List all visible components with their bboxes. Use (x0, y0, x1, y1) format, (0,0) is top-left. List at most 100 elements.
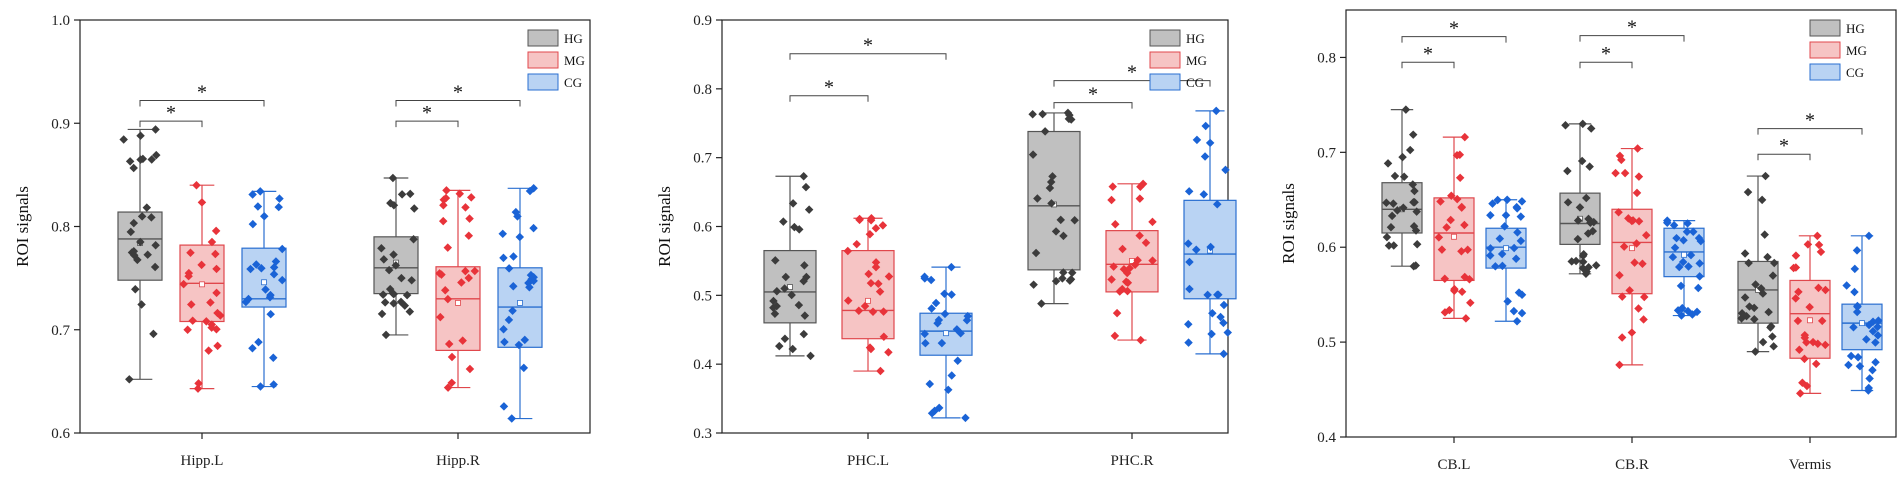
data-point (261, 285, 270, 294)
data-point (879, 307, 888, 316)
data-point (1813, 231, 1822, 241)
data-point (213, 341, 222, 351)
data-point (1615, 270, 1624, 280)
data-point (1411, 261, 1420, 270)
significance-star: * (1601, 43, 1611, 65)
data-point (1115, 287, 1125, 296)
data-point (193, 384, 203, 393)
significance-bracket: * (1401, 43, 1455, 69)
data-point (926, 275, 936, 285)
data-point (1412, 239, 1422, 249)
y-tick-label: 0.5 (1317, 335, 1336, 351)
x-tick-label: PHC.R (1111, 453, 1154, 469)
box-Vermis-HG (1737, 171, 1779, 356)
legend-swatch-MG (527, 51, 559, 69)
data-point (1211, 106, 1221, 116)
data-point (884, 272, 894, 281)
box-CB.L-CG (1485, 195, 1527, 326)
mean-marker (865, 297, 871, 304)
data-point (275, 194, 284, 203)
bracket-line (1579, 61, 1633, 69)
data-point (1844, 360, 1853, 370)
data-point (1798, 378, 1807, 387)
data-point (1461, 314, 1471, 323)
data-point (799, 172, 808, 181)
mean-marker (943, 330, 949, 337)
data-point (1768, 332, 1777, 341)
box-CB.R-CG (1663, 216, 1706, 320)
box-Hipp.L-CG (241, 187, 287, 391)
legend-swatch-CG (1149, 73, 1181, 91)
data-point (131, 285, 140, 294)
data-point (396, 297, 406, 307)
data-point (1791, 294, 1800, 303)
data-point (1817, 316, 1827, 326)
data-point (879, 332, 889, 341)
data-point (1813, 339, 1823, 348)
legend-label-HG: HG (1846, 21, 1865, 36)
data-point (465, 364, 475, 374)
mean-marker (455, 300, 461, 306)
data-point (1855, 362, 1865, 371)
y-axis-label: ROI signals (1279, 183, 1298, 264)
significance-star: * (1449, 18, 1459, 40)
data-point (1846, 351, 1856, 361)
box-CB.L-MG (1433, 132, 1475, 323)
data-point (529, 272, 538, 282)
significance-bracket: * (1757, 110, 1863, 135)
legend-label-HG: HG (564, 31, 583, 46)
x-tick-label: Vermis (1789, 457, 1832, 473)
data-point (1632, 188, 1642, 198)
data-point (151, 125, 160, 134)
y-tick-label: 0.8 (51, 220, 70, 236)
data-point (508, 306, 517, 316)
data-point (1223, 328, 1232, 337)
data-point (1382, 232, 1392, 242)
data-point (142, 203, 152, 212)
data-point (384, 265, 394, 275)
data-point (466, 193, 476, 202)
data-point (1814, 240, 1824, 250)
data-point (197, 260, 206, 270)
bracket-line (1757, 128, 1863, 135)
data-point (1744, 258, 1753, 268)
data-point (1803, 240, 1813, 249)
iqr-box (435, 266, 481, 351)
data-point (504, 264, 514, 273)
data-point (1498, 261, 1507, 271)
data-point (800, 261, 809, 270)
data-point (212, 264, 221, 274)
data-point (772, 287, 782, 296)
data-point (136, 155, 145, 164)
significance-star: * (863, 35, 873, 57)
significance-bracket: * (789, 35, 947, 60)
significance-bracket: * (1053, 84, 1133, 109)
data-point (126, 227, 136, 237)
data-point (1800, 333, 1810, 342)
data-point (1694, 283, 1703, 293)
data-point (1757, 195, 1767, 205)
data-point (409, 235, 418, 244)
data-point (1766, 323, 1775, 332)
data-point (465, 214, 474, 223)
data-point (1037, 299, 1046, 308)
data-point (947, 371, 956, 380)
data-point (1769, 258, 1779, 268)
mean-marker (1503, 245, 1509, 252)
legend: HG MG CG (1149, 29, 1207, 91)
data-point (444, 339, 454, 349)
data-point (1399, 172, 1409, 182)
data-point (1864, 383, 1873, 393)
data-point (1758, 337, 1768, 347)
data-point (498, 229, 507, 239)
data-point (213, 308, 222, 318)
data-point (1384, 241, 1394, 250)
data-point (1678, 257, 1688, 267)
data-point (520, 335, 530, 345)
data-point (248, 190, 257, 199)
data-point (860, 301, 870, 311)
data-point (1852, 246, 1862, 255)
x-tick-label: PHC.L (847, 453, 889, 469)
data-point (1450, 284, 1459, 294)
bracket-line (789, 95, 869, 102)
